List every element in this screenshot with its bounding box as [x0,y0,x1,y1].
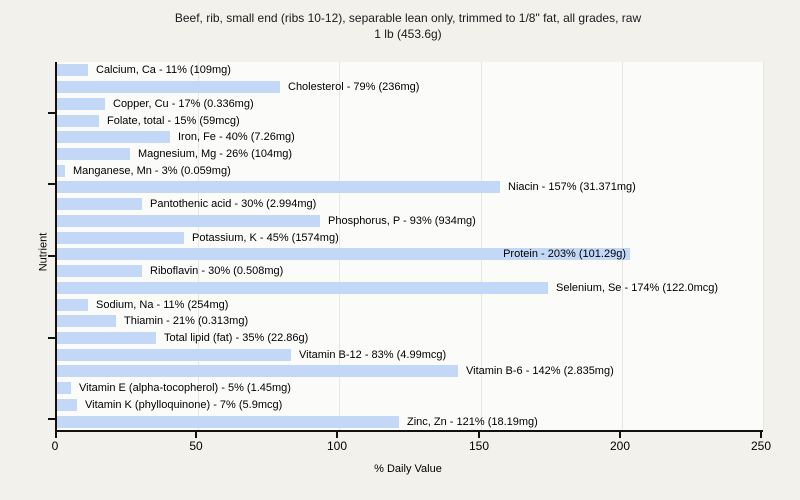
y-axis-tick [48,418,57,420]
gridline [622,62,623,430]
bar-row: Sodium, Na - 11% (254mg) [57,299,763,311]
bar-label: Cholesterol - 79% (236mg) [288,81,420,93]
bar-label: Vitamin K (phylloquinone) - 7% (5.9mcg) [85,399,283,411]
bar [57,131,170,143]
bar [57,399,77,411]
bar-label: Folate, total - 15% (59mcg) [107,115,240,127]
x-axis-tick-label: 200 [609,439,631,453]
bar [57,299,88,311]
bar-row: Manganese, Mn - 3% (0.059mg) [57,165,763,177]
bar-row: Calcium, Ca - 11% (109mg) [57,64,763,76]
bar-row: Zinc, Zn - 121% (18.19mg) [57,416,763,428]
x-axis-tick-label: 50 [189,439,203,453]
bar-label: Niacin - 157% (31.371mg) [508,181,636,193]
bar-row: Phosphorus, P - 93% (934mg) [57,215,763,227]
bar-row: Potassium, K - 45% (1574mg) [57,232,763,244]
x-axis-tick [760,432,762,438]
y-axis-tick [48,255,57,257]
bar-label: Total lipid (fat) - 35% (22.86g) [164,332,309,344]
bar-row: Iron, Fe - 40% (7.26mg) [57,131,763,143]
bar [57,181,500,193]
bar-label: Zinc, Zn - 121% (18.19mg) [407,416,538,428]
x-axis-tick [336,432,338,438]
bar-row: Riboflavin - 30% (0.508mg) [57,265,763,277]
x-axis-tick [195,432,197,438]
bar-label: Phosphorus, P - 93% (934mg) [328,215,476,227]
x-axis-tick-label: 0 [51,439,59,453]
bar [57,81,280,93]
bar-row: Cholesterol - 79% (236mg) [57,81,763,93]
x-axis-tick-label: 100 [326,439,348,453]
y-axis-tick [48,183,57,185]
bar-row: Vitamin K (phylloquinone) - 7% (5.9mcg) [57,399,763,411]
bar-row: Vitamin B-12 - 83% (4.99mcg) [57,349,763,361]
x-axis-ticks: 0 50 100 150 200 250 [51,432,771,462]
bar-row: Protein - 203% (101.29g) [57,248,763,260]
bar-row: Vitamin B-6 - 142% (2.835mg) [57,365,763,377]
x-axis-tick [55,432,57,438]
gridline [339,62,340,430]
y-axis-label: Nutrient [37,232,50,272]
bar-label: Vitamin E (alpha-tocopherol) - 5% (1.45m… [79,382,291,394]
bar-label: Vitamin B-6 - 142% (2.835mg) [466,365,614,377]
chart-title-line-2: 1 lb (453.6g) [374,27,442,41]
bar [57,332,156,344]
y-axis-tick [48,337,57,339]
bar [57,232,184,244]
bar-label: Potassium, K - 45% (1574mg) [192,232,339,244]
bar [57,64,88,76]
gridline [763,62,764,430]
gridline [481,62,482,430]
bar-row: Magnesium, Mg - 26% (104mg) [57,148,763,160]
plot-area: Calcium, Ca - 11% (109mg) Cholesterol - 7… [48,62,764,432]
bar-row: Thiamin - 21% (0.313mg) [57,315,763,327]
bar-label: Iron, Fe - 40% (7.26mg) [178,131,295,143]
bar [57,416,399,428]
x-axis-tick [478,432,480,438]
bar-label: Thiamin - 21% (0.313mg) [124,315,249,327]
bar-row: Selenium, Se - 174% (122.0mcg) [57,282,763,294]
bar-row: Copper, Cu - 17% (0.336mg) [57,98,763,110]
x-axis-tick-label: 250 [750,439,772,453]
bar [57,315,116,327]
bar-label: Manganese, Mn - 3% (0.059mg) [73,165,231,177]
bar [57,365,458,377]
bar [57,215,320,227]
bar-row: Pantothenic acid - 30% (2.994mg) [57,198,763,210]
bar-label: Magnesium, Mg - 26% (104mg) [138,148,293,160]
x-axis-label: % Daily Value [374,463,442,475]
bar [57,265,142,277]
bar-label: Copper, Cu - 17% (0.336mg) [113,98,254,110]
bar-label: Riboflavin - 30% (0.508mg) [150,265,284,277]
bar [57,148,130,160]
bar [57,382,71,394]
bar [57,282,548,294]
bar [57,98,105,110]
bar-row: Total lipid (fat) - 35% (22.86g) [57,332,763,344]
y-axis-tick [48,112,57,114]
bar-label: Protein - 203% (101.29g) [503,248,626,260]
bar [57,115,99,127]
chart-title-line-1: Beef, rib, small end (ribs 10-12), separ… [174,11,642,25]
bar [57,248,630,260]
bar-label: Vitamin B-12 - 83% (4.99mcg) [299,349,447,361]
bar-row: Niacin - 157% (31.371mg) [57,181,763,193]
bar-label: Calcium, Ca - 11% (109mg) [96,64,231,76]
bar-label: Pantothenic acid - 30% (2.994mg) [150,198,317,210]
bar-label: Selenium, Se - 174% (122.0mcg) [556,282,719,294]
x-axis-tick-label: 150 [468,439,490,453]
bar [57,349,291,361]
bar [57,165,65,177]
bar-label: Sodium, Na - 11% (254mg) [96,299,229,311]
bar-row: Vitamin E (alpha-tocopherol) - 5% (1.45m… [57,382,763,394]
bar [57,198,142,210]
gridline [198,62,199,430]
x-axis-tick [619,432,621,438]
bar-row: Folate, total - 15% (59mcg) [57,115,763,127]
chart-title: Beef, rib, small end (ribs 10-12), separ… [55,10,761,42]
